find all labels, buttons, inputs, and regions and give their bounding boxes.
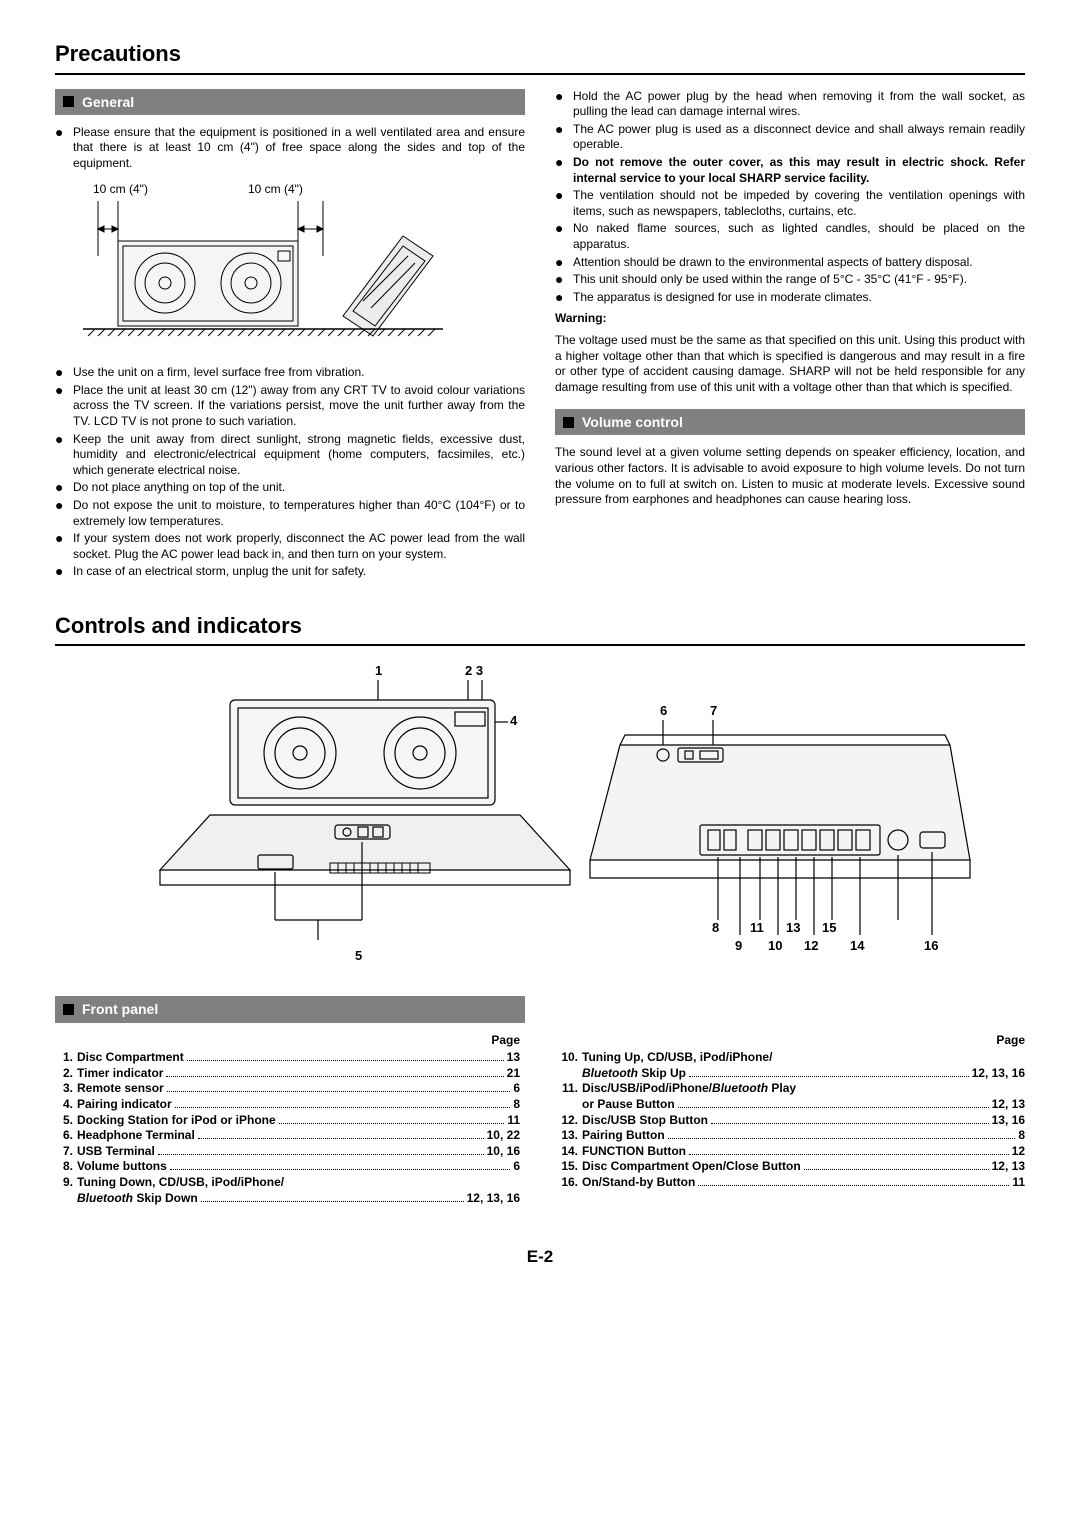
- bullet-text: Keep the unit away from direct sunlight,…: [73, 432, 525, 479]
- svg-text:13: 13: [786, 920, 800, 935]
- toc-row: 2.Timer indicator21: [55, 1066, 520, 1082]
- svg-text:14: 14: [850, 938, 865, 953]
- toc-row: 10.Tuning Up, CD/USB, iPod/iPhone/: [560, 1050, 1025, 1066]
- toc-left-col: Page 1.Disc Compartment132.Timer indicat…: [55, 1033, 520, 1207]
- bullet-text: No naked flame sources, such as lighted …: [573, 221, 1025, 252]
- toc-row-sub: Bluetooth Skip Up12, 13, 16: [560, 1066, 1025, 1082]
- general-top-list: ●Please ensure that the equipment is pos…: [55, 125, 525, 172]
- svg-text:2 3: 2 3: [465, 663, 483, 678]
- svg-text:11: 11: [750, 920, 764, 935]
- bullet-text: The apparatus is designed for use in mod…: [573, 290, 1025, 306]
- general-right-list: ●Hold the AC power plug by the head when…: [555, 89, 1025, 306]
- diagram-label-b: 10 cm (4"): [248, 182, 303, 198]
- toc-row: 1.Disc Compartment13: [55, 1050, 520, 1066]
- toc-row: 3.Remote sensor6: [55, 1081, 520, 1097]
- svg-text:6: 6: [660, 703, 667, 718]
- svg-text:1: 1: [375, 663, 382, 678]
- square-bullet-icon: [63, 96, 74, 107]
- svg-text:4: 4: [510, 713, 518, 728]
- toc-row: 4.Pairing indicator8: [55, 1097, 520, 1113]
- svg-text:8: 8: [712, 920, 719, 935]
- toc-row: 11.Disc/USB/iPod/iPhone/Bluetooth Play: [560, 1081, 1025, 1097]
- bullet-text-bold: Do not remove the outer cover, as this m…: [573, 155, 1025, 186]
- page-header: Page: [560, 1033, 1025, 1049]
- toc-row: 13.Pairing Button8: [560, 1128, 1025, 1144]
- controls-diagram: 1 2 3 4: [100, 660, 980, 980]
- page-header: Page: [55, 1033, 520, 1049]
- svg-text:9: 9: [735, 938, 742, 953]
- square-bullet-icon: [563, 417, 574, 428]
- clearance-diagram: 10 cm (4") 10 cm (4"): [73, 182, 525, 352]
- toc-row: 8.Volume buttons6: [55, 1159, 520, 1175]
- bullet-text: This unit should only be used within the…: [573, 272, 1025, 288]
- toc-right-col: Page 10.Tuning Up, CD/USB, iPod/iPhone/B…: [560, 1033, 1025, 1207]
- bullet-text: Do not expose the unit to moisture, to t…: [73, 498, 525, 529]
- svg-text:7: 7: [710, 703, 717, 718]
- toc-row: 6.Headphone Terminal10, 22: [55, 1128, 520, 1144]
- bullet-text: In case of an electrical storm, unplug t…: [73, 564, 525, 580]
- toc-row-sub: or Pause Button12, 13: [560, 1097, 1025, 1113]
- svg-text:5: 5: [355, 948, 362, 963]
- svg-text:10: 10: [768, 938, 782, 953]
- toc-row-sub: Bluetooth Skip Down12, 13, 16: [55, 1191, 520, 1207]
- toc-row: 15.Disc Compartment Open/Close Button12,…: [560, 1159, 1025, 1175]
- bullet-text: If your system does not work properly, d…: [73, 531, 525, 562]
- toc-row: 12.Disc/USB Stop Button13, 16: [560, 1113, 1025, 1129]
- subheading-volume-label: Volume control: [582, 413, 683, 431]
- section-title-controls: Controls and indicators: [55, 612, 1025, 647]
- subheading-volume: Volume control: [555, 409, 1025, 435]
- bullet-text: Please ensure that the equipment is posi…: [73, 125, 525, 172]
- bullet-text: Place the unit at least 30 cm (12") away…: [73, 383, 525, 430]
- toc-row: 5.Docking Station for iPod or iPhone11: [55, 1113, 520, 1129]
- precautions-columns: General ●Please ensure that the equipmen…: [55, 89, 1025, 582]
- front-panel-toc: Page 1.Disc Compartment132.Timer indicat…: [55, 1033, 1025, 1207]
- subheading-front-panel: Front panel: [55, 996, 525, 1022]
- toc-row: 7.USB Terminal10, 16: [55, 1144, 520, 1160]
- svg-text:16: 16: [924, 938, 938, 953]
- clearance-svg: [73, 201, 453, 351]
- diagram-label-a: 10 cm (4"): [93, 182, 148, 198]
- bullet-text: Do not place anything on top of the unit…: [73, 480, 525, 496]
- general-left-list: ●Use the unit on a firm, level surface f…: [55, 365, 525, 580]
- warning-label: Warning:: [555, 311, 1025, 327]
- toc-row: 9.Tuning Down, CD/USB, iPod/iPhone/: [55, 1175, 520, 1191]
- bullet-text: Hold the AC power plug by the head when …: [573, 89, 1025, 120]
- svg-text:15: 15: [822, 920, 836, 935]
- bullet-text: The ventilation should not be impeded by…: [573, 188, 1025, 219]
- precautions-left-col: General ●Please ensure that the equipmen…: [55, 89, 525, 582]
- subheading-general-label: General: [82, 93, 134, 111]
- toc-row: 14.FUNCTION Button12: [560, 1144, 1025, 1160]
- precautions-right-col: ●Hold the AC power plug by the head when…: [555, 89, 1025, 582]
- bullet-text: Attention should be drawn to the environ…: [573, 255, 1025, 271]
- bullet-text: Use the unit on a firm, level surface fr…: [73, 365, 525, 381]
- warning-text: The voltage used must be the same as tha…: [555, 333, 1025, 395]
- svg-text:12: 12: [804, 938, 818, 953]
- page-number: E-2: [55, 1246, 1025, 1268]
- bullet-text: The AC power plug is used as a disconnec…: [573, 122, 1025, 153]
- toc-row: 16.On/Stand-by Button11: [560, 1175, 1025, 1191]
- volume-text: The sound level at a given volume settin…: [555, 445, 1025, 507]
- section-title-precautions: Precautions: [55, 40, 1025, 75]
- square-bullet-icon: [63, 1004, 74, 1015]
- subheading-front-panel-label: Front panel: [82, 1000, 158, 1018]
- subheading-general: General: [55, 89, 525, 115]
